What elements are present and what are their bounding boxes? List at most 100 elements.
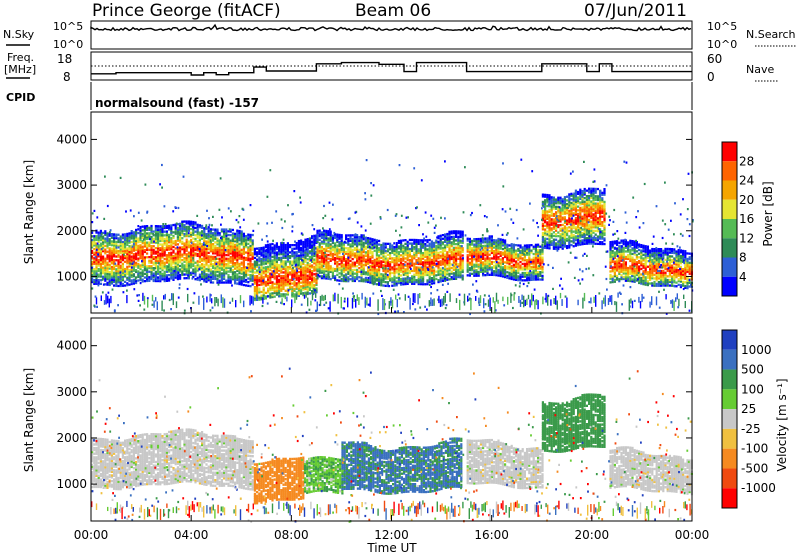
power-cell xyxy=(223,228,225,230)
power-cell xyxy=(256,251,258,253)
power-cell xyxy=(181,259,183,261)
power-cell xyxy=(338,241,340,243)
power-cell xyxy=(309,281,311,283)
power-cell xyxy=(241,249,243,251)
power-cell xyxy=(345,247,347,249)
power-cell xyxy=(256,259,258,261)
power-cell xyxy=(391,272,393,274)
power-cell xyxy=(249,258,251,260)
power-cell xyxy=(164,238,166,240)
power-cell xyxy=(148,241,150,243)
power-cell xyxy=(238,230,240,232)
power-cell xyxy=(216,278,218,280)
power-cell xyxy=(522,257,524,259)
power-cell xyxy=(148,271,150,273)
power-cell xyxy=(537,271,539,273)
power-cell xyxy=(98,279,100,281)
power-cell xyxy=(247,246,249,248)
power-cell xyxy=(181,237,183,239)
power-cell xyxy=(486,237,488,239)
power-cell xyxy=(122,241,124,243)
power-cell xyxy=(327,254,329,256)
power-cell xyxy=(159,271,161,273)
power-cell xyxy=(265,295,267,297)
power-cell xyxy=(553,218,555,220)
power-cell xyxy=(336,261,338,263)
power-cell xyxy=(234,244,236,246)
power-cell xyxy=(100,230,102,232)
power-cell xyxy=(247,234,249,236)
power-cell xyxy=(144,273,146,275)
power-cell xyxy=(291,286,293,288)
power-cell xyxy=(327,261,329,263)
power-cell xyxy=(575,243,577,245)
power-cell xyxy=(186,226,188,228)
power-cell xyxy=(467,254,469,256)
power-cell xyxy=(265,266,267,268)
power-cell xyxy=(293,244,295,246)
power-cell xyxy=(358,280,360,282)
power-cell xyxy=(106,251,108,253)
power-cell xyxy=(258,297,260,299)
nave-label: Nave xyxy=(746,63,774,76)
power-cell xyxy=(289,261,291,263)
power-cell xyxy=(435,240,437,242)
power-cell xyxy=(309,256,311,258)
power-cell xyxy=(457,269,459,271)
power-cell xyxy=(568,235,570,237)
power-cell xyxy=(363,264,365,266)
power-cell xyxy=(385,250,387,252)
power-cell xyxy=(166,230,168,232)
power-cell xyxy=(155,256,157,258)
power-cell xyxy=(93,248,95,250)
power-cell xyxy=(473,238,475,240)
power-cell xyxy=(245,284,247,286)
power-cell xyxy=(500,251,502,253)
power-cell xyxy=(313,259,315,261)
power-cell xyxy=(539,249,541,251)
power-cell xyxy=(247,277,249,279)
power-cell xyxy=(183,264,185,266)
power-cell xyxy=(302,292,304,294)
power-cell xyxy=(142,246,144,248)
power-cell xyxy=(358,267,360,269)
power-cell xyxy=(159,243,161,245)
power-cell xyxy=(451,276,453,278)
power-cell xyxy=(493,250,495,252)
power-cell xyxy=(369,238,371,240)
power-cell xyxy=(338,280,340,282)
power-cell xyxy=(573,220,575,222)
power-cell xyxy=(575,226,577,228)
power-cell xyxy=(497,269,499,271)
power-cell xyxy=(98,232,100,234)
power-cell xyxy=(506,271,508,273)
power-cell xyxy=(153,245,155,247)
power-cell xyxy=(363,278,365,280)
power-cell xyxy=(451,271,453,273)
power-cell xyxy=(278,246,280,248)
power-cell xyxy=(137,237,139,239)
power-cell xyxy=(214,241,216,243)
power-cell xyxy=(313,284,315,286)
power-cell xyxy=(146,242,148,244)
power-cell xyxy=(199,274,201,276)
power-cell xyxy=(157,265,159,267)
power-cell xyxy=(260,295,262,297)
power-cell xyxy=(497,256,499,258)
power-cell xyxy=(363,255,365,257)
power-cell xyxy=(442,234,444,236)
power-cell xyxy=(137,279,139,281)
power-cell xyxy=(124,233,126,235)
power-cell xyxy=(307,262,309,264)
power-cell xyxy=(404,257,406,259)
power-cell xyxy=(225,280,227,282)
power-cell xyxy=(93,279,95,281)
power-cell xyxy=(365,277,367,279)
power-cell xyxy=(409,270,411,272)
power-cell xyxy=(280,275,282,277)
power-cell xyxy=(504,239,506,241)
power-cell xyxy=(117,250,119,252)
power-cell xyxy=(126,282,128,284)
power-cell xyxy=(418,257,420,259)
nsearch-tick-high: 10^5 xyxy=(707,20,737,33)
